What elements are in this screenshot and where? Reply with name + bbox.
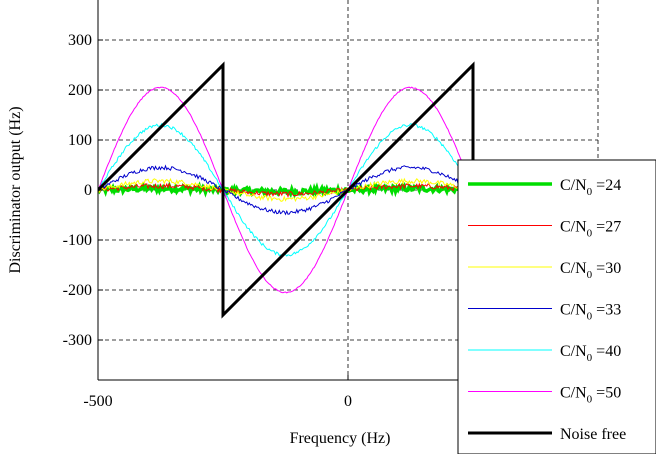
legend-label: C/N0 =50 <box>560 385 621 406</box>
y-tick-label: 200 <box>68 82 92 99</box>
legend-label: C/N0 =30 <box>560 260 621 281</box>
legend-label: C/N0 =40 <box>560 343 621 364</box>
y-tick-label: -300 <box>63 332 92 349</box>
y-tick-label: -200 <box>63 282 92 299</box>
y-axis-label: Discriminator output (Hz) <box>7 106 24 273</box>
x-tick-label: -500 <box>83 393 112 410</box>
y-tick-label: 0 <box>84 182 92 199</box>
legend-label: Noise free <box>560 426 626 443</box>
legend-label: C/N0 =27 <box>560 219 621 240</box>
y-tick-label: 100 <box>68 132 92 149</box>
y-tick-label: -100 <box>63 232 92 249</box>
x-tick-label: 0 <box>344 393 352 410</box>
x-axis-label: Frequency (Hz) <box>290 430 391 447</box>
legend-box <box>457 159 656 454</box>
legend: C/N0 =24 C/N0 =27 C/N0 =30 C/N0 =33 C/N0 =40… <box>457 159 656 454</box>
series-line-6 <box>98 61 475 319</box>
legend-label: C/N0 =33 <box>560 302 621 323</box>
y-tick-label: 300 <box>68 32 92 49</box>
legend-label: C/N0 =24 <box>560 177 621 198</box>
